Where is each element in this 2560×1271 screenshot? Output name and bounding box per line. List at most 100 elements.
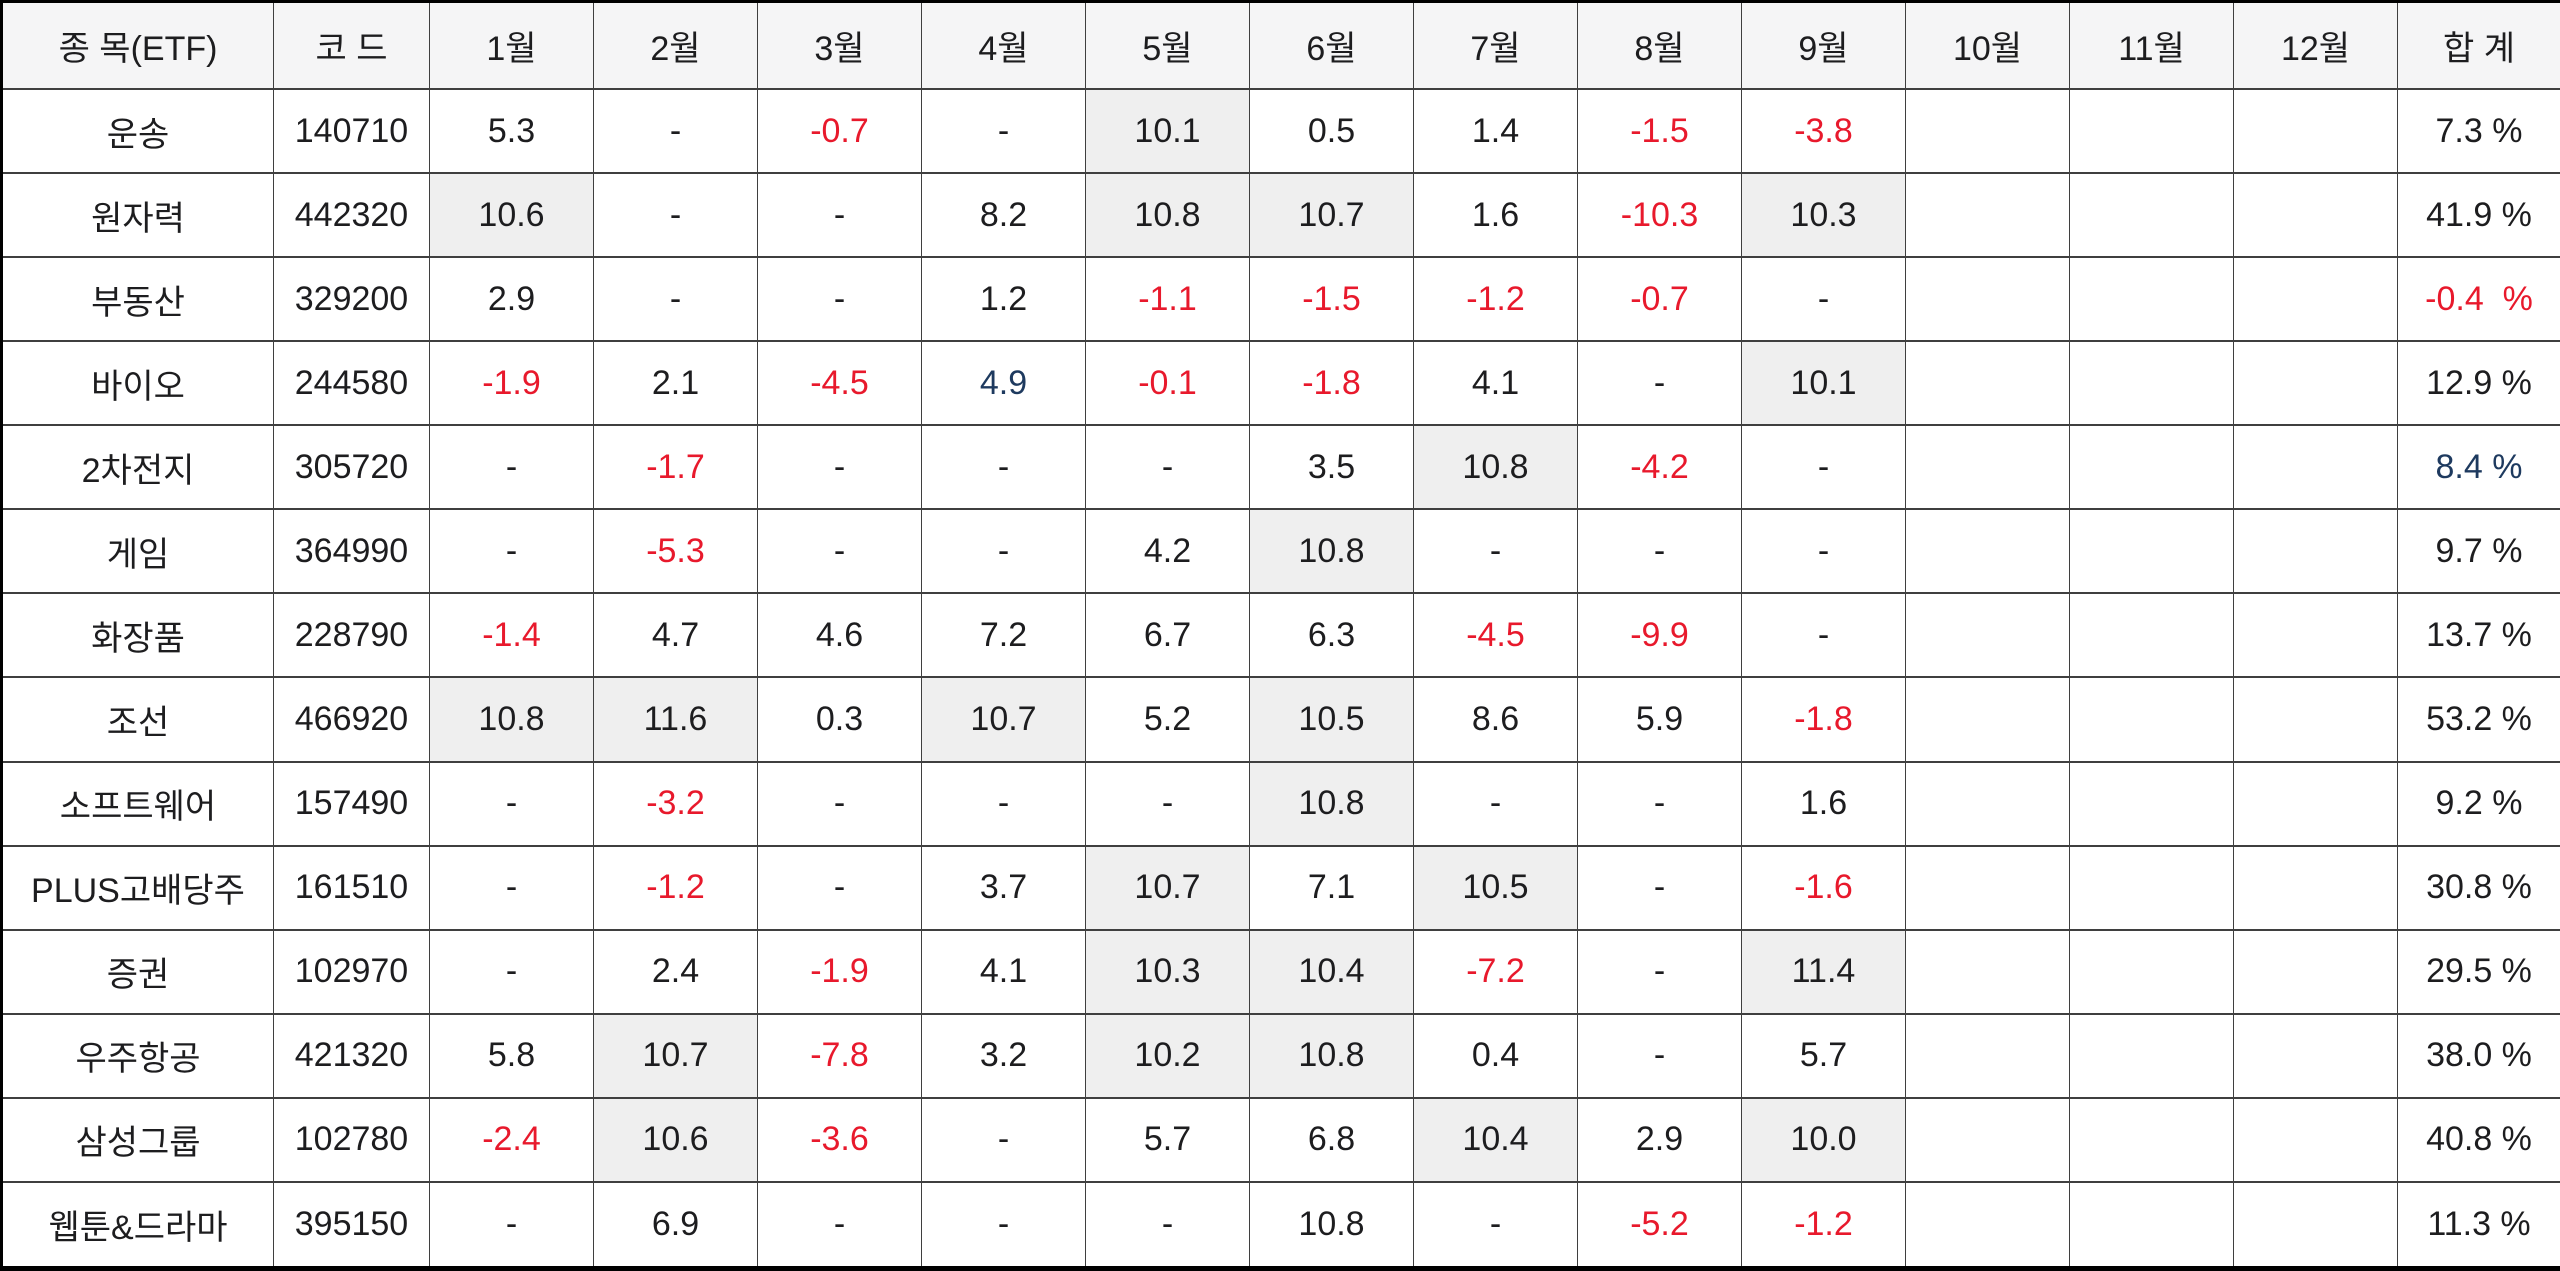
month-cell-6: 10.7 [1249,172,1414,259]
month-cell-11 [2069,256,2234,343]
month-cell-8: -10.3 [1577,172,1742,259]
month-cell-7: -4.5 [1413,592,1578,679]
month-cell-4: 7.2 [921,592,1086,679]
month-cell-1: -2.4 [429,1096,594,1183]
month-cell-11 [2069,87,2234,175]
month-cell-12 [2233,256,2398,343]
table-row: 소프트웨어 157490- -3.2- - -10.8- -1.6 9.2 % [1,760,2560,847]
month-cell-9: - [1741,508,1906,595]
month-cell-4: - [921,87,1086,175]
month-cell-2: -1.7 [593,424,758,511]
month-cell-1: -1.9 [429,340,594,427]
month-cell-3: - [757,1180,922,1270]
etf-name-cell: 게임 [1,508,274,595]
month-cell-9: 10.3 [1741,172,1906,259]
month-cell-12 [2233,760,2398,847]
total-cell: 40.8 % [2397,1096,2560,1183]
total-cell: 12.9 % [2397,340,2560,427]
total-cell: 13.7 % [2397,592,2560,679]
month-cell-8: -5.2 [1577,1180,1742,1270]
month-cell-5: - [1085,1180,1250,1270]
header-month-10: 10월 [1905,0,2070,90]
header-month-4: 4월 [921,0,1086,90]
etf-name-cell: 화장품 [1,592,274,679]
month-cell-4: - [921,1180,1086,1270]
table-row: 웹툰&드라마 395150-6.9- - -10.8- -5.2 -1.2 11.3 % [1,1180,2560,1270]
month-cell-3: -7.8 [757,1012,922,1099]
table-row: 2차전지 305720- -1.7- - -3.5 10.8 -4.2-8.4 % [1,424,2560,511]
month-cell-9: 11.4 [1741,928,1906,1015]
etf-name-cell: 증권 [1,928,274,1015]
month-cell-11 [2069,844,2234,931]
month-cell-1: - [429,424,594,511]
month-cell-12 [2233,508,2398,595]
month-cell-12 [2233,1012,2398,1099]
table-row: 게임 364990- -5.3- -4.2 10.8- - -9.7 % [1,508,2560,595]
month-cell-3: -0.7 [757,87,922,175]
month-cell-12 [2233,87,2398,175]
total-cell: 38.0 % [2397,1012,2560,1099]
header-month-2: 2월 [593,0,758,90]
etf-name-cell: 바이오 [1,340,274,427]
month-cell-6: 0.5 [1249,87,1414,175]
month-cell-3: - [757,760,922,847]
month-cell-10 [1905,1012,2070,1099]
month-cell-6: 10.4 [1249,928,1414,1015]
month-cell-9: -3.8 [1741,87,1906,175]
code-cell: 442320 [273,172,430,259]
etf-name-cell: 조선 [1,676,274,763]
month-cell-4: - [921,508,1086,595]
month-cell-10 [1905,340,2070,427]
month-cell-7: - [1413,508,1578,595]
month-cell-3: 4.6 [757,592,922,679]
code-cell: 305720 [273,424,430,511]
table-body: 운송 140710 5.3- -0.7-10.1 0.5 1.4 -1.5 -3.8 7.3 %… [1,87,2560,1270]
table-row: 바이오 244580 -1.9 2.1 -4.5 4.9 -0.1 -1.8 4.1-10.1 1… [1,340,2560,427]
etf-name-cell: PLUS고배당주 [1,844,274,931]
month-cell-6: 10.8 [1249,1180,1414,1270]
month-cell-8: -1.5 [1577,87,1742,175]
month-cell-7: 4.1 [1413,340,1578,427]
code-cell: 161510 [273,844,430,931]
month-cell-5: 10.1 [1085,87,1250,175]
month-cell-1: - [429,760,594,847]
total-cell: 30.8 % [2397,844,2560,931]
month-cell-4: - [921,760,1086,847]
table-row: 증권 102970-2.4 -1.9 4.1 10.3 10.4 -7.2-11.4 29.5… [1,928,2560,1015]
month-cell-11 [2069,340,2234,427]
month-cell-10 [1905,1180,2070,1270]
month-cell-2: 4.7 [593,592,758,679]
month-cell-6: 6.3 [1249,592,1414,679]
month-cell-10 [1905,508,2070,595]
month-cell-6: 7.1 [1249,844,1414,931]
month-cell-5: 10.3 [1085,928,1250,1015]
month-cell-1: 5.8 [429,1012,594,1099]
month-cell-11 [2069,760,2234,847]
month-cell-9: 10.0 [1741,1096,1906,1183]
month-cell-7: 0.4 [1413,1012,1578,1099]
month-cell-2: - [593,87,758,175]
code-cell: 244580 [273,340,430,427]
month-cell-6: -1.8 [1249,340,1414,427]
etf-name-cell: 웹툰&드라마 [1,1180,274,1270]
table-row: 우주항공 421320 5.8 10.7 -7.8 3.2 10.2 10.8 0.4-5.7 3… [1,1012,2560,1099]
month-cell-9: - [1741,424,1906,511]
month-cell-12 [2233,172,2398,259]
month-cell-7: - [1413,1180,1578,1270]
month-cell-1: - [429,928,594,1015]
month-cell-8: -9.9 [1577,592,1742,679]
month-cell-10 [1905,676,2070,763]
code-cell: 329200 [273,256,430,343]
total-cell: 9.7 % [2397,508,2560,595]
month-cell-8: - [1577,340,1742,427]
month-cell-12 [2233,424,2398,511]
month-cell-9: 1.6 [1741,760,1906,847]
etf-name-cell: 소프트웨어 [1,760,274,847]
header-month-7: 7월 [1413,0,1578,90]
month-cell-9: -1.2 [1741,1180,1906,1270]
month-cell-9: 5.7 [1741,1012,1906,1099]
month-cell-7: 10.8 [1413,424,1578,511]
total-cell: 7.3 % [2397,87,2560,175]
month-cell-6: -1.5 [1249,256,1414,343]
month-cell-2: 10.6 [593,1096,758,1183]
